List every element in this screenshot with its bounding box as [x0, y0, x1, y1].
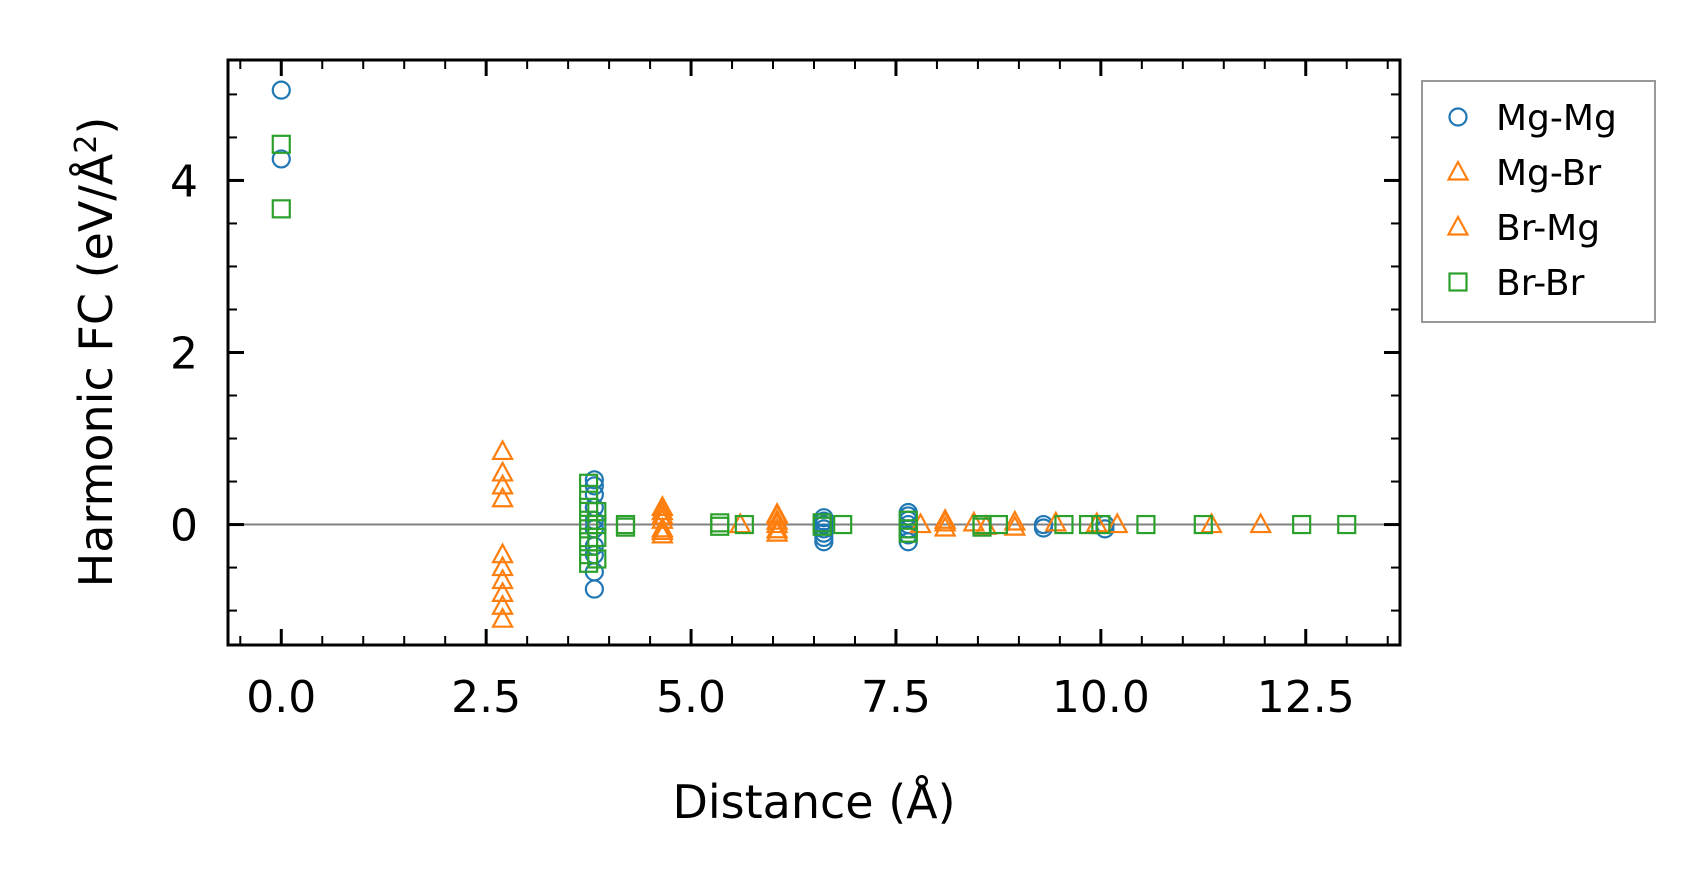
legend-label: Mg-Br	[1496, 153, 1601, 194]
data-point	[651, 507, 674, 529]
y-tick-label: 4	[170, 156, 198, 207]
y-axis-label-main: Harmonic FC (eV/Å	[69, 153, 123, 587]
data-point	[1337, 514, 1357, 535]
y-axis-label: Harmonic FC (eV/Å2)	[69, 117, 123, 588]
data-point	[491, 439, 514, 461]
data-point	[584, 579, 604, 599]
data-point	[491, 568, 514, 590]
legend-label: Mg-Mg	[1496, 98, 1617, 139]
x-tick-label: 5.0	[656, 672, 726, 723]
legend-label: Br-Mg	[1496, 208, 1600, 249]
data-point	[1292, 514, 1312, 535]
x-tick-label: 7.5	[861, 672, 931, 723]
x-tick-label: 12.5	[1257, 672, 1355, 723]
data-point	[765, 508, 789, 530]
data-point	[765, 520, 789, 542]
legend-marker	[1446, 214, 1470, 236]
data-point	[1003, 509, 1027, 531]
data-point	[491, 606, 514, 628]
data-point	[651, 522, 674, 544]
data-point	[651, 495, 674, 516]
data-point	[734, 514, 754, 535]
data-point	[933, 507, 957, 529]
data-point	[1249, 512, 1273, 534]
data-point	[587, 549, 607, 569]
data-point	[1193, 514, 1213, 535]
data-point	[1003, 514, 1027, 536]
series-br-br	[271, 134, 1357, 573]
data-point	[1033, 518, 1054, 538]
legend-marker	[1446, 159, 1470, 181]
x-axis-label: Distance (Å)	[672, 775, 955, 829]
data-point	[1105, 512, 1129, 534]
legend-item-br-mg: Br-Mg	[1446, 208, 1600, 249]
data-point	[710, 516, 730, 536]
data-point	[898, 523, 918, 543]
legend-marker	[1448, 272, 1468, 292]
data-point	[271, 134, 291, 154]
data-point	[833, 514, 853, 535]
legend-item-br-br: Br-Br	[1448, 263, 1585, 304]
legend-item-mg-br: Mg-Br	[1446, 153, 1601, 194]
data-point	[765, 512, 789, 534]
data-point	[933, 515, 957, 537]
plot-background	[228, 60, 1400, 645]
data-point	[587, 527, 607, 548]
data-point	[651, 519, 674, 541]
data-point	[1091, 514, 1111, 535]
data-point	[988, 514, 1009, 535]
legend-label: Br-Br	[1496, 263, 1585, 304]
y-axis-label-sup: 2	[69, 135, 104, 154]
data-point	[491, 542, 514, 564]
tick-labels: 0.0 2.5 5.0 7.5 10.0 12.5 0 2 4	[170, 156, 1355, 723]
data-point	[615, 517, 636, 537]
x-tick-label: 0.0	[246, 672, 316, 723]
data-point	[587, 514, 607, 535]
legend-item-mg-mg: Mg-Mg	[1448, 98, 1617, 139]
data-points	[271, 80, 1357, 628]
y-tick-label: 0	[170, 501, 198, 552]
x-tick-label: 10.0	[1052, 672, 1150, 723]
data-point	[651, 516, 674, 538]
data-point	[587, 502, 607, 522]
x-tick-label: 2.5	[451, 672, 521, 723]
y-axis-label-close: )	[69, 117, 123, 135]
data-point	[271, 149, 291, 169]
data-point	[491, 581, 514, 602]
legend-marker	[1448, 107, 1468, 127]
data-point	[812, 516, 832, 536]
legend-box	[1421, 80, 1656, 323]
plot-frame	[226, 58, 1402, 647]
data-point	[491, 593, 514, 615]
data-point	[1136, 514, 1156, 535]
data-point	[1078, 514, 1099, 535]
data-point	[491, 555, 514, 577]
data-point	[814, 532, 834, 552]
data-point	[584, 470, 604, 490]
y-tick-label: 2	[170, 329, 198, 380]
data-point	[271, 199, 291, 219]
data-point	[765, 517, 789, 539]
legend: Mg-Mg Mg-Br Br-Mg Br-Br	[1421, 80, 1656, 323]
data-point	[491, 486, 514, 508]
data-point	[1054, 514, 1074, 535]
data-point	[491, 473, 514, 495]
data-point	[271, 80, 291, 100]
data-point	[933, 510, 957, 532]
data-point	[491, 460, 514, 482]
data-point	[579, 473, 599, 493]
